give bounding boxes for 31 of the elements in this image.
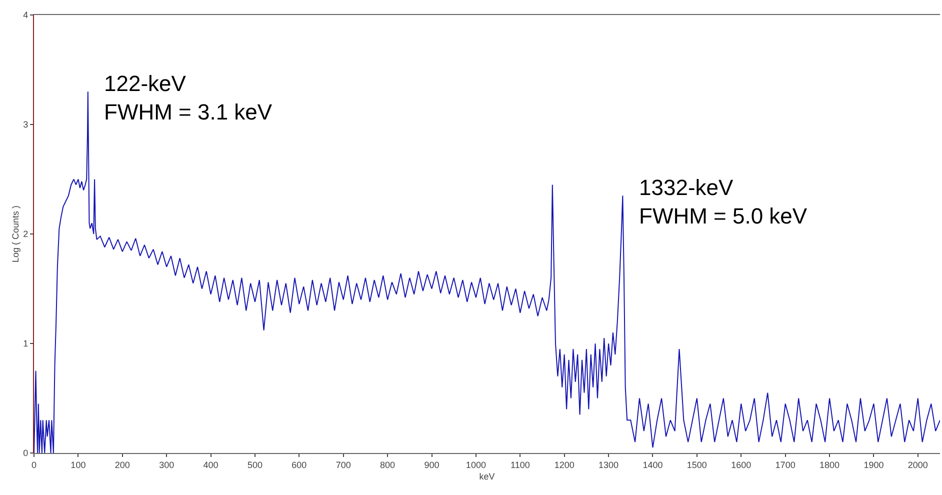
x-tick-label: 300 — [159, 460, 174, 470]
x-tick-label: 600 — [292, 460, 307, 470]
x-tick-label: 1200 — [554, 460, 574, 470]
x-tick-label: 1500 — [686, 460, 707, 470]
x-tick-label: 1900 — [864, 460, 884, 470]
x-tick-label: 1800 — [819, 460, 840, 470]
x-tick-label: 2000 — [908, 460, 928, 470]
x-tick-label: 400 — [203, 460, 218, 470]
y-tick-label: 2 — [23, 229, 28, 240]
y-axis-title: Log ( Counts ) — [10, 205, 21, 263]
x-axis-title: keV — [479, 472, 495, 482]
annotation: 122-keV FWHM = 3.1 keV — [104, 71, 272, 125]
x-tick-label: 100 — [70, 460, 86, 470]
x-tick-label: 900 — [424, 460, 440, 470]
x-tick-label: 1600 — [731, 460, 752, 470]
x-tick-label: 1700 — [775, 460, 796, 470]
x-tick-label: 1400 — [642, 460, 663, 470]
y-tick-label: 0 — [23, 448, 28, 458]
x-tick-label: 1300 — [598, 460, 619, 470]
x-tick-label: 0 — [31, 460, 37, 470]
y-tick-label: 4 — [23, 10, 28, 20]
x-tick-label: 1000 — [466, 460, 486, 470]
line-series — [34, 91, 940, 453]
x-tick-label: 1100 — [510, 460, 530, 470]
x-tick-label: 200 — [114, 460, 130, 470]
x-tick-label: 500 — [247, 460, 262, 470]
x-tick-label: 700 — [336, 460, 351, 470]
y-tick-label: 1 — [23, 338, 28, 349]
annotation: 1332-keV FWHM = 5.0 keV — [639, 175, 808, 229]
x-tick-label: 800 — [380, 460, 396, 470]
y-tick-label: 3 — [23, 120, 28, 130]
